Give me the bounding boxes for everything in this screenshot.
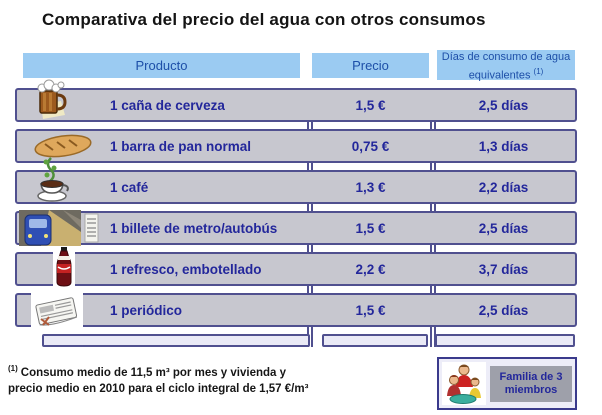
price-value: 1,5 € [355,97,386,113]
table-footer-band [15,334,577,347]
table-row: 1 periódico 1,5 € 2,5 días [15,293,577,327]
row-icon-cell [17,157,110,204]
column-header-dias-text: Días de consumo de agua equivalentes [441,51,571,82]
footnote: (1) Consumo medio de 11,5 m³ por mes y vi… [8,361,308,397]
table-row: 1 café 1,3 € 2,2 días [15,157,577,204]
days-value: 2,5 días [478,97,529,113]
days-value: 2,2 días [478,179,529,195]
row-icon-cell [17,79,110,121]
row-icon-cell [17,131,110,161]
row-icon-cell [17,246,110,288]
baguette-icon [34,134,92,158]
coffee-cup-icon [37,157,69,202]
comparison-table: 1 caña de cerveza 1,5 € 2,5 días 1 barra… [15,79,577,347]
price-value: 1,3 € [355,179,386,195]
product-name: 1 café [110,179,149,195]
price-value: 1,5 € [355,302,386,318]
days-value: 1,3 días [478,138,529,154]
product-name: 1 caña de cerveza [110,97,225,113]
price-value: 1,5 € [355,220,386,236]
product-name: 1 billete de metro/autobús [110,220,278,236]
footnote-marker: (1) [533,66,544,76]
footnote-line2: precio medio en 2010 para el ciclo integ… [8,382,309,395]
newspaper-icon [31,293,83,327]
table-row: 1 refresco, embotellado 2,2 € 3,7 días [15,246,577,288]
footnote-line1: Consumo medio de 11,5 m³ por mes y vivie… [20,366,287,379]
soda-bottle-icon [53,246,75,288]
product-name: 1 periódico [110,302,183,318]
table-row: 1 barra de pan normal 0,75 € 1,3 días [15,129,577,163]
product-name: 1 refresco, embotellado [110,261,262,277]
days-value: 3,7 días [478,261,529,277]
table-row: 1 billete de metro/autobús 1,5 € 2,5 día… [15,210,577,246]
family-icon [442,362,486,405]
page-title: Comparativa del precio del agua con otro… [42,10,486,29]
price-value: 0,75 € [351,138,390,154]
column-header-dias: Días de consumo de agua equivalentes (1) [437,50,575,82]
family-legend: Familia de 3 miembros [437,357,577,410]
family-label: Familia de 3 miembros [490,365,572,402]
row-icon-cell [17,293,110,327]
days-value: 2,5 días [478,302,529,318]
column-header-precio: Precio [312,53,429,78]
table-row: 1 caña de cerveza 1,5 € 2,5 días [15,79,577,122]
footer-band-box [322,334,428,347]
column-header-producto: Producto [23,53,300,78]
footer-band-box [435,334,575,347]
footer-band-box [42,334,310,347]
row-icon-cell [17,210,110,246]
product-name: 1 barra de pan normal [110,138,252,154]
footnote-marker: (1) [8,364,18,373]
price-value: 2,2 € [355,261,386,277]
beer-mug-icon [37,79,67,119]
days-value: 2,5 días [478,220,529,236]
metro-train-icon [19,210,99,246]
